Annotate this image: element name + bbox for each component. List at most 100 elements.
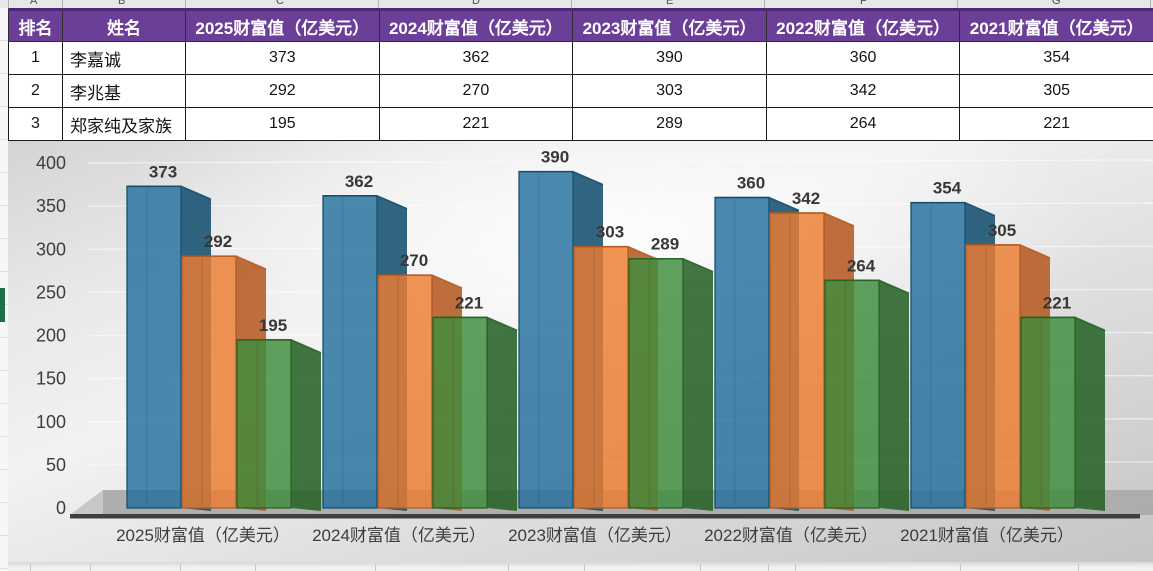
column-letter[interactable]: C <box>276 0 284 7</box>
chart-3d-bar[interactable]: 0 50 100 150 200 250 300 350 400 373 292 195 362 270 2… <box>8 140 1153 562</box>
data-label: 195 <box>259 316 287 335</box>
bar-side-郑家纯及家族 <box>1075 317 1105 511</box>
bar-top-edge <box>519 170 604 186</box>
column-letter[interactable]: G <box>1052 0 1061 7</box>
bar-side-郑家纯及家族 <box>291 339 321 511</box>
bar-side-郑家纯及家族 <box>683 258 713 511</box>
cell-value[interactable]: 303 <box>572 74 767 108</box>
cell-value[interactable]: 221 <box>378 107 574 141</box>
data-label: 270 <box>400 251 428 270</box>
data-label: 362 <box>345 172 373 191</box>
cell-value[interactable]: 362 <box>378 41 574 75</box>
column-header-strip[interactable]: A B C D E F G <box>0 0 1153 8</box>
column-letter[interactable]: E <box>666 0 674 7</box>
cell-value[interactable]: 270 <box>378 74 574 108</box>
table-row: 3 郑家纯及家族 195 221 289 264 221 <box>8 107 1153 141</box>
column-letter[interactable]: D <box>472 0 480 7</box>
y-tick-label: 100 <box>36 412 66 432</box>
bar-top-edge <box>182 255 267 270</box>
bar-top-edge <box>966 244 1051 259</box>
cell-value[interactable]: 264 <box>765 107 961 141</box>
table-row: 2 李兆基 292 270 303 342 305 <box>8 74 1153 108</box>
bar-李嘉诚-2021财富值（亿美元）[interactable] <box>910 202 966 509</box>
data-label: 305 <box>988 221 1016 240</box>
bar-李嘉诚-2023财富值（亿美元）[interactable] <box>518 170 574 509</box>
bar-李嘉诚-2025财富值（亿美元）[interactable] <box>126 185 182 509</box>
bar-郑家纯及家族-2025财富值（亿美元）[interactable] <box>236 339 292 509</box>
bar-李嘉诚-2022财富值（亿美元）[interactable] <box>714 196 770 509</box>
cell-gridline <box>180 564 181 571</box>
column-letter[interactable]: A <box>30 0 38 7</box>
cell-gridline <box>90 564 91 571</box>
column-separator <box>8 0 9 8</box>
col-header-2021[interactable]: 2021财富值（亿美元） <box>959 8 1153 42</box>
cell-value[interactable]: 354 <box>959 41 1153 75</box>
cell-value[interactable]: 292 <box>185 74 380 108</box>
bar-郑家纯及家族-2024财富值（亿美元）[interactable] <box>432 316 488 509</box>
col-header-2022[interactable]: 2022财富值（亿美元） <box>765 8 961 42</box>
cell-value[interactable]: 195 <box>185 107 380 141</box>
data-label: 360 <box>737 174 765 193</box>
wealth-table: 排名 姓名 2025财富值（亿美元） 2024财富值（亿美元） 2023财富值（… <box>8 8 1153 141</box>
bar-李兆基-2021财富值（亿美元）[interactable] <box>965 244 1021 509</box>
data-label: 354 <box>933 179 962 198</box>
column-separator <box>571 0 572 8</box>
cell-value[interactable]: 342 <box>765 74 961 108</box>
bar-李嘉诚-2024财富值（亿美元）[interactable] <box>322 195 378 509</box>
col-header-2024[interactable]: 2024财富值（亿美元） <box>378 8 574 42</box>
bar-top-edge <box>433 316 518 332</box>
cell-name[interactable]: 李嘉诚 <box>62 41 186 75</box>
cell-value[interactable]: 360 <box>765 41 961 75</box>
cell-rank[interactable]: 3 <box>8 107 63 141</box>
data-label: 292 <box>204 232 232 251</box>
cell-rank[interactable]: 1 <box>8 41 63 75</box>
gridline <box>87 202 1153 207</box>
column-separator <box>1150 0 1151 8</box>
bar-李兆基-2022财富值（亿美元）[interactable] <box>769 212 825 509</box>
bar-top-edge <box>237 339 322 354</box>
cell-gridline <box>508 564 509 571</box>
y-tick-label: 0 <box>56 498 66 518</box>
data-label: 221 <box>455 293 483 312</box>
y-tick-label: 250 <box>36 282 66 302</box>
bar-郑家纯及家族-2023财富值（亿美元）[interactable] <box>628 258 684 509</box>
x-category-label: 2021财富值（亿美元） <box>900 526 1074 545</box>
cell-value[interactable]: 221 <box>959 107 1153 141</box>
col-header-2025[interactable]: 2025财富值（亿美元） <box>185 8 380 42</box>
bar-李兆基-2024财富值（亿美元）[interactable] <box>377 274 433 509</box>
cell-value[interactable]: 305 <box>959 74 1153 108</box>
x-category-label: 2024财富值（亿美元） <box>312 526 486 545</box>
bar-李兆基-2023财富值（亿美元）[interactable] <box>573 246 629 509</box>
chart-floor-edge <box>70 490 103 515</box>
data-label: 390 <box>541 148 569 167</box>
col-header-name[interactable]: 姓名 <box>62 8 186 42</box>
cell-gridline <box>584 564 585 571</box>
col-header-rank[interactable]: 排名 <box>8 8 63 42</box>
bar-郑家纯及家族-2022财富值（亿美元）[interactable] <box>824 279 880 509</box>
bar-top-edge <box>574 245 659 261</box>
y-tick-label: 50 <box>46 455 66 475</box>
cell-gridline <box>960 564 961 571</box>
bar-top-edge <box>911 201 996 217</box>
cell-rank[interactable]: 2 <box>8 74 63 108</box>
bar-郑家纯及家族-2021财富值（亿美元）[interactable] <box>1020 316 1076 509</box>
cell-name[interactable]: 李兆基 <box>62 74 186 108</box>
data-label: 289 <box>651 235 679 254</box>
column-letter[interactable]: F <box>860 0 867 7</box>
col-header-2023[interactable]: 2023财富值（亿美元） <box>572 8 767 42</box>
bar-top-edge <box>715 196 800 212</box>
cell-value[interactable]: 289 <box>572 107 767 141</box>
cell-value[interactable]: 373 <box>185 41 380 75</box>
cell-gridline <box>700 564 701 571</box>
bar-top-edge <box>378 274 463 289</box>
y-tick-label: 150 <box>36 369 66 389</box>
bar-李兆基-2025财富值（亿美元）[interactable] <box>181 255 237 509</box>
cell-gridline <box>30 564 31 571</box>
column-letter[interactable]: B <box>118 0 126 7</box>
cell-value[interactable]: 390 <box>572 41 767 75</box>
cell-name[interactable]: 郑家纯及家族 <box>62 107 186 141</box>
x-category-label: 2023财富值（亿美元） <box>508 526 682 545</box>
column-separator <box>378 0 379 8</box>
x-category-label: 2022财富值（亿美元） <box>704 526 878 545</box>
